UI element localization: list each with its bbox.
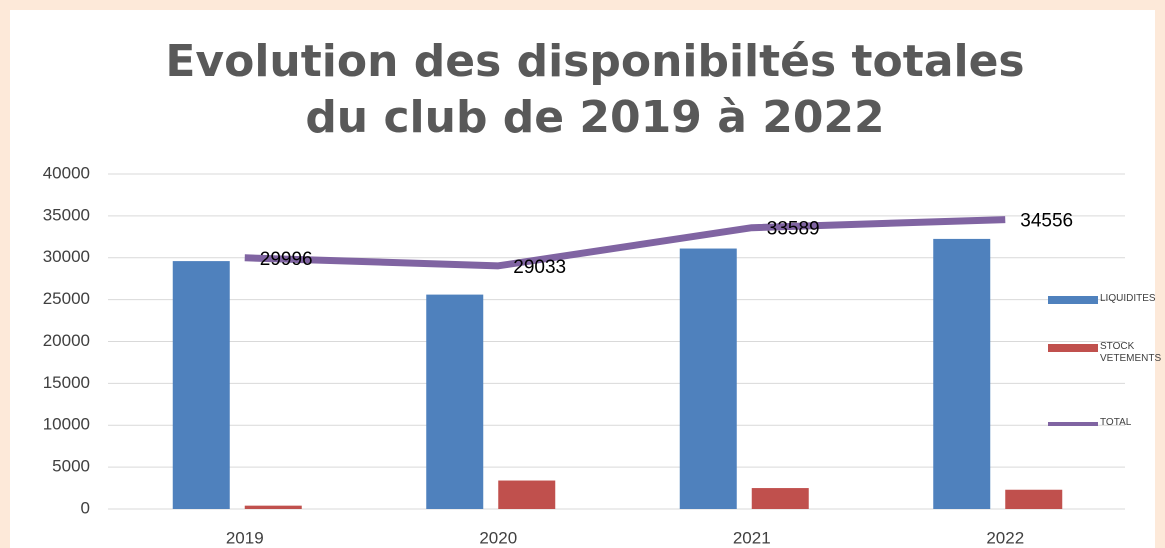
y-tick-label: 30000 — [43, 247, 90, 266]
legend-swatch — [1048, 344, 1098, 352]
x-tick-label: 2021 — [733, 528, 771, 547]
legend-label: STOCK VETEMENTS — [1100, 341, 1162, 364]
x-tick-label: 2022 — [986, 528, 1024, 547]
bar — [933, 238, 991, 509]
data-label: 29033 — [513, 257, 566, 278]
bar — [426, 294, 484, 509]
x-tick-label: 2019 — [226, 528, 264, 547]
data-label: 34556 — [1020, 211, 1073, 232]
y-tick-label: 35000 — [43, 205, 90, 224]
y-tick-label: 5000 — [52, 457, 90, 476]
bar — [172, 261, 230, 509]
legend-item: STOCK VETEMENTS — [1100, 341, 1162, 364]
y-tick-label: 10000 — [43, 415, 90, 434]
data-label: 33589 — [767, 219, 820, 240]
bar — [498, 480, 556, 509]
legend-label: LIQUIDITES — [1100, 293, 1156, 304]
bar — [679, 248, 737, 509]
chart-title: Evolution des disponibiltés totales du c… — [165, 36, 1025, 143]
y-tick-label: 15000 — [43, 373, 90, 392]
bar — [1005, 489, 1063, 509]
x-tick-label: 2020 — [479, 528, 517, 547]
y-tick-label: 25000 — [43, 289, 90, 308]
legend-swatch — [1048, 296, 1098, 304]
legend-label: TOTAL — [1100, 417, 1132, 428]
data-label: 29996 — [260, 249, 313, 270]
bar — [751, 488, 809, 509]
bar — [244, 505, 302, 509]
legend-item: TOTAL — [1100, 417, 1132, 428]
y-tick-label: 0 — [81, 498, 90, 517]
legend-item: LIQUIDITES — [1100, 293, 1156, 304]
line — [244, 216, 1006, 270]
y-tick-label: 20000 — [43, 331, 90, 350]
y-tick-label: 40000 — [43, 163, 90, 182]
